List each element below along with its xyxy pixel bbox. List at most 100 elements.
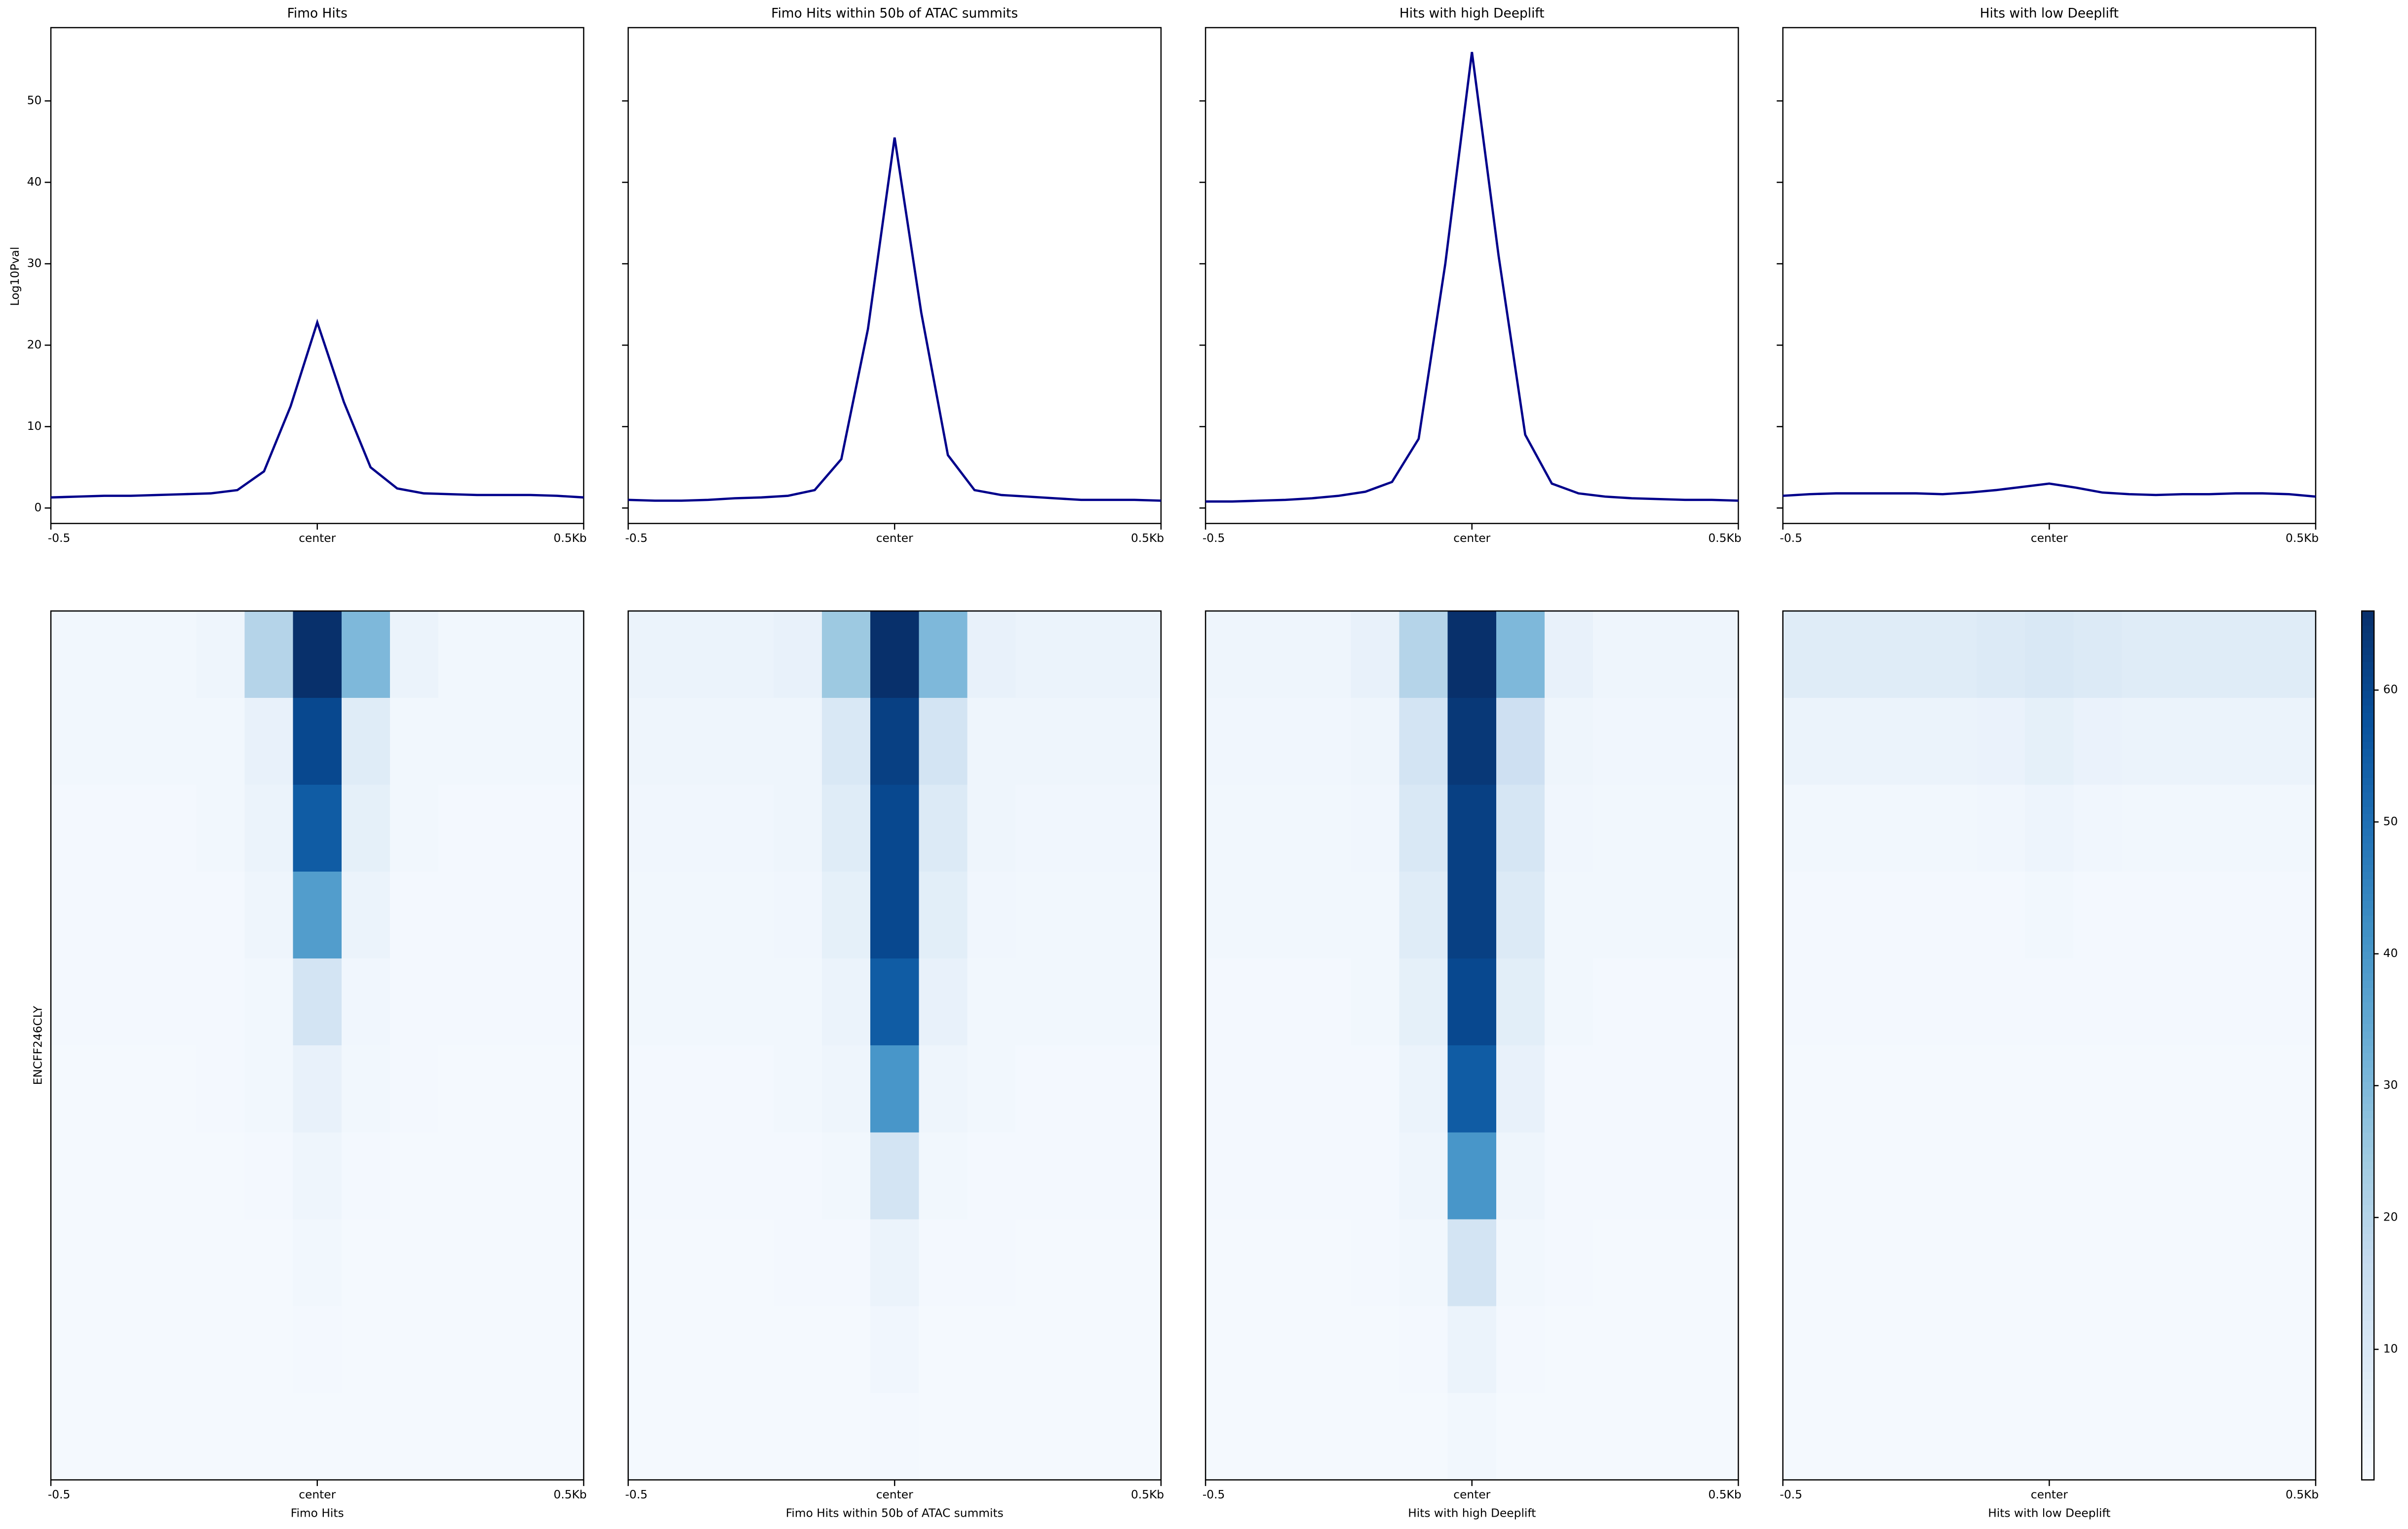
heatmap-cell: [676, 1306, 726, 1394]
heatmap-cell: [1831, 958, 1881, 1046]
heatmap-cell: [822, 698, 871, 786]
colorbar-step: [2362, 806, 2374, 814]
heatmap-cell: [535, 958, 584, 1046]
colorbar-step: [2362, 1378, 2374, 1386]
heatmap-cell: [2122, 1219, 2171, 1307]
x-tick-label: -0.5: [48, 1488, 71, 1501]
heatmap-cell: [1302, 1219, 1352, 1307]
heatmap-cell: [341, 958, 391, 1046]
y-axis-label: Log10Pval: [8, 247, 22, 306]
heatmap-cell: [1496, 698, 1546, 786]
heatmap-cell: [438, 698, 488, 786]
colorbar-step: [2362, 1154, 2374, 1162]
heatmap-cell: [1977, 958, 2026, 1046]
heatmap-cell: [2267, 611, 2317, 699]
colorbar-step: [2362, 1132, 2374, 1140]
colorbar-step: [2362, 705, 2374, 713]
colorbar-step: [2362, 1451, 2374, 1459]
heatmap-cell: [822, 958, 871, 1046]
heatmap-cell: [196, 1219, 245, 1307]
heatmap-cell: [1496, 1132, 1546, 1220]
heatmap-cell: [822, 785, 871, 873]
heatmap-cell: [1593, 698, 1642, 786]
heatmap-cell: [1254, 698, 1303, 786]
heatmap-cell: [535, 1306, 584, 1394]
colorbar-step: [2362, 835, 2374, 843]
colorbar-step: [2362, 929, 2374, 938]
heatmap-cell: [148, 1132, 197, 1220]
heatmap-cell: [676, 872, 726, 959]
colorbar-step: [2362, 625, 2374, 633]
heatmap-cell: [389, 611, 439, 699]
heatmap-cell: [389, 958, 439, 1046]
heatmap-cell: [1641, 785, 1691, 873]
colorbar-step: [2362, 618, 2374, 626]
heatmap-cell: [1447, 1306, 1497, 1394]
x-tick-label: 0.5Kb: [2286, 1488, 2319, 1501]
heatmap-cell: [1447, 872, 1497, 959]
colorbar-step: [2362, 1277, 2374, 1285]
heatmap-cell: [870, 958, 920, 1046]
heatmap-cell: [773, 1393, 823, 1481]
colorbar-step: [2362, 1458, 2374, 1466]
heatmap-cell: [967, 958, 1016, 1046]
heatmap-cell: [341, 1045, 391, 1133]
colorbar-step: [2362, 1385, 2374, 1394]
heatmap-cell: [244, 1045, 294, 1133]
heatmap-cell: [1690, 958, 1739, 1046]
heatmap-cell: [1302, 1132, 1352, 1220]
heatmap-cell: [822, 1306, 871, 1394]
heatmap-cell: [1399, 1219, 1448, 1307]
heatmap-cell: [2267, 872, 2317, 959]
heatmap-cell: [1544, 1393, 1594, 1481]
heatmap-cell: [628, 958, 677, 1046]
heatmap-cell: [1205, 1306, 1255, 1394]
heatmap-cell: [487, 1219, 536, 1307]
heatmap-cell: [487, 785, 536, 873]
heatmap-cell: [676, 1045, 726, 1133]
heatmap-cell: [1831, 1306, 1881, 1394]
heatmap-cell: [1205, 1045, 1255, 1133]
heatmap-cell: [2122, 698, 2171, 786]
heatmap-cell: [438, 1393, 488, 1481]
heatmap-cell: [822, 1045, 871, 1133]
colorbar-step: [2362, 1139, 2374, 1147]
colorbar-step: [2362, 1255, 2374, 1263]
colorbar-step: [2362, 799, 2374, 807]
colorbar-step: [2362, 1472, 2374, 1481]
y-tick-label: 50: [27, 94, 42, 107]
heatmap-cell: [822, 611, 871, 699]
x-tick-label: 0.5Kb: [553, 1488, 586, 1501]
heatmap-cell: [1254, 611, 1303, 699]
heatmap-cell: [2073, 1219, 2123, 1307]
heatmap-cell: [1593, 1393, 1642, 1481]
colorbar-step: [2362, 1009, 2374, 1017]
heatmap-cell: [1879, 785, 1929, 873]
heatmap-cell: [1302, 611, 1352, 699]
heatmap-cell: [487, 958, 536, 1046]
colorbar-step: [2362, 886, 2374, 894]
colorbar-step: [2362, 1357, 2374, 1365]
heatmap-cell: [870, 698, 920, 786]
heatmap-cell: [628, 1045, 677, 1133]
heatmap-cell: [2267, 958, 2317, 1046]
colorbar-step: [2362, 1060, 2374, 1068]
colorbar-step: [2362, 857, 2374, 865]
heatmap-cell: [244, 958, 294, 1046]
colorbar-step: [2362, 1204, 2374, 1213]
x-tick-label: center: [1453, 532, 1490, 545]
heatmap-cell: [1496, 1306, 1546, 1394]
heatmap-cell: [1641, 1132, 1691, 1220]
heatmap-cell: [1928, 1393, 1978, 1481]
heatmap-cell: [1831, 1219, 1881, 1307]
heatmap-cell: [1015, 872, 1065, 959]
heatmap-cell: [99, 1132, 149, 1220]
heatmap-cell: [341, 1306, 391, 1394]
heatmap-cell: [1351, 698, 1400, 786]
colorbar-step: [2362, 915, 2374, 923]
heatmap-cell: [2218, 1393, 2268, 1481]
colorbar-frame: [2361, 610, 2375, 1481]
heatmap-cell: [1879, 611, 1929, 699]
heatmap-cell: [2122, 1045, 2171, 1133]
colorbar-step: [2362, 1024, 2374, 1032]
